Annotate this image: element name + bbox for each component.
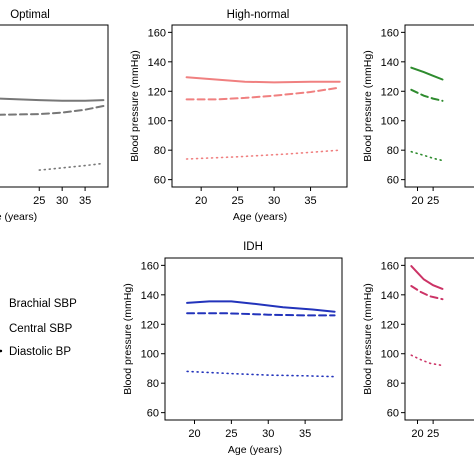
series-line-dashed xyxy=(410,88,444,102)
series-line-dotted xyxy=(185,149,341,160)
plot-frame xyxy=(171,24,348,188)
x-axis-label: Age (years) xyxy=(228,444,282,456)
y-tick-label: 120 xyxy=(148,86,166,98)
x-tick-label: 20 xyxy=(195,195,207,207)
x-axis-label: Age (years) xyxy=(0,211,37,223)
x-tick-label: 30 xyxy=(262,428,274,440)
x-tick-label: 35 xyxy=(299,428,311,440)
x-tick-label: 25 xyxy=(232,195,244,207)
panel-title: Optimal xyxy=(10,9,50,21)
legend-label: Diastolic BP xyxy=(9,346,71,358)
y-tick-label: 120 xyxy=(381,86,399,98)
y-tick-label: 60 xyxy=(387,408,399,420)
x-tick-label: 20 xyxy=(411,195,423,207)
y-tick-label: 60 xyxy=(387,175,399,187)
y-tick-label: 160 xyxy=(141,260,159,272)
x-tick-label: 35 xyxy=(79,195,91,207)
y-tick-label: 120 xyxy=(141,319,159,331)
panel-optimal: Optimal 25 30 35 Age (years) xyxy=(0,9,109,223)
y-tick-label: 60 xyxy=(147,408,159,420)
y-tick-label: 80 xyxy=(387,145,399,157)
y-tick-label: 140 xyxy=(141,290,159,302)
series-line-solid xyxy=(185,76,341,84)
y-tick-label: 140 xyxy=(381,57,399,69)
series-line-solid xyxy=(410,265,444,290)
x-tick-label: 20 xyxy=(411,428,423,440)
y-axis-label: Blood pressure (mmHg) xyxy=(362,283,374,394)
y-tick-label: 80 xyxy=(387,378,399,390)
plot-frame xyxy=(0,24,109,188)
legend-label: Brachial SBP xyxy=(9,298,77,310)
y-tick-label: 80 xyxy=(154,145,166,157)
panel-idh: IDH 60 80 100 120 140 160 20 25 30 35 Age (years) Bl… xyxy=(122,241,343,456)
y-tick-label: 100 xyxy=(381,349,399,361)
y-tick-label: 120 xyxy=(381,319,399,331)
y-tick-label: 160 xyxy=(148,27,166,39)
series-line-solid xyxy=(410,66,444,81)
x-tick-label: 30 xyxy=(268,195,280,207)
legend-label: Central SBP xyxy=(9,323,73,335)
series-line-dashed xyxy=(186,312,336,317)
series-line-dashed xyxy=(185,86,341,101)
y-axis-label: Blood pressure (mmHg) xyxy=(129,50,141,161)
plot-frame xyxy=(164,257,343,421)
x-axis-label: Age (years) xyxy=(233,211,287,223)
y-tick-label: 80 xyxy=(147,378,159,390)
series-line-dashed xyxy=(0,105,105,116)
panel-title: IDH xyxy=(243,241,263,253)
y-tick-label: 140 xyxy=(381,290,399,302)
panel-high-normal: High-normal 60 80 100 120 140 160 20 25 30 35 Age (… xyxy=(129,9,348,223)
panel-bottom-right: 60 80 100 120 140 160 20 25 Blood pressure (mmHg… xyxy=(362,257,474,440)
x-tick-label: 35 xyxy=(304,195,316,207)
x-tick-label: 20 xyxy=(188,428,200,440)
x-tick-label: 25 xyxy=(427,428,439,440)
y-tick-label: 160 xyxy=(381,260,399,272)
plot-frame xyxy=(404,257,474,421)
x-tick-label: 25 xyxy=(33,195,45,207)
x-tick-label: 30 xyxy=(56,195,68,207)
panel-title: High-normal xyxy=(227,9,290,21)
y-tick-label: 100 xyxy=(148,116,166,128)
series-line-dotted xyxy=(410,150,444,162)
series-line-solid xyxy=(186,300,336,313)
y-axis-label: Blood pressure (mmHg) xyxy=(362,50,374,161)
plot-frame xyxy=(404,24,474,188)
y-tick-label: 140 xyxy=(148,57,166,69)
series-line-dotted xyxy=(38,162,105,171)
series-line-solid xyxy=(0,97,105,102)
x-tick-label: 25 xyxy=(225,428,237,440)
series-line-dotted xyxy=(186,370,336,378)
y-tick-label: 160 xyxy=(381,27,399,39)
series-line-dashed xyxy=(410,285,444,301)
y-tick-label: 100 xyxy=(141,349,159,361)
series-line-dotted xyxy=(410,354,444,367)
y-tick-label: 60 xyxy=(154,175,166,187)
legend: Brachial SBP Central SBP Diastolic BP xyxy=(0,298,77,358)
x-tick-label: 25 xyxy=(427,195,439,207)
panel-top-right: 60 80 100 120 140 160 20 25 Blood pressure (mmHg… xyxy=(362,24,474,207)
y-tick-label: 100 xyxy=(381,116,399,128)
y-axis-label: Blood pressure (mmHg) xyxy=(122,283,134,394)
